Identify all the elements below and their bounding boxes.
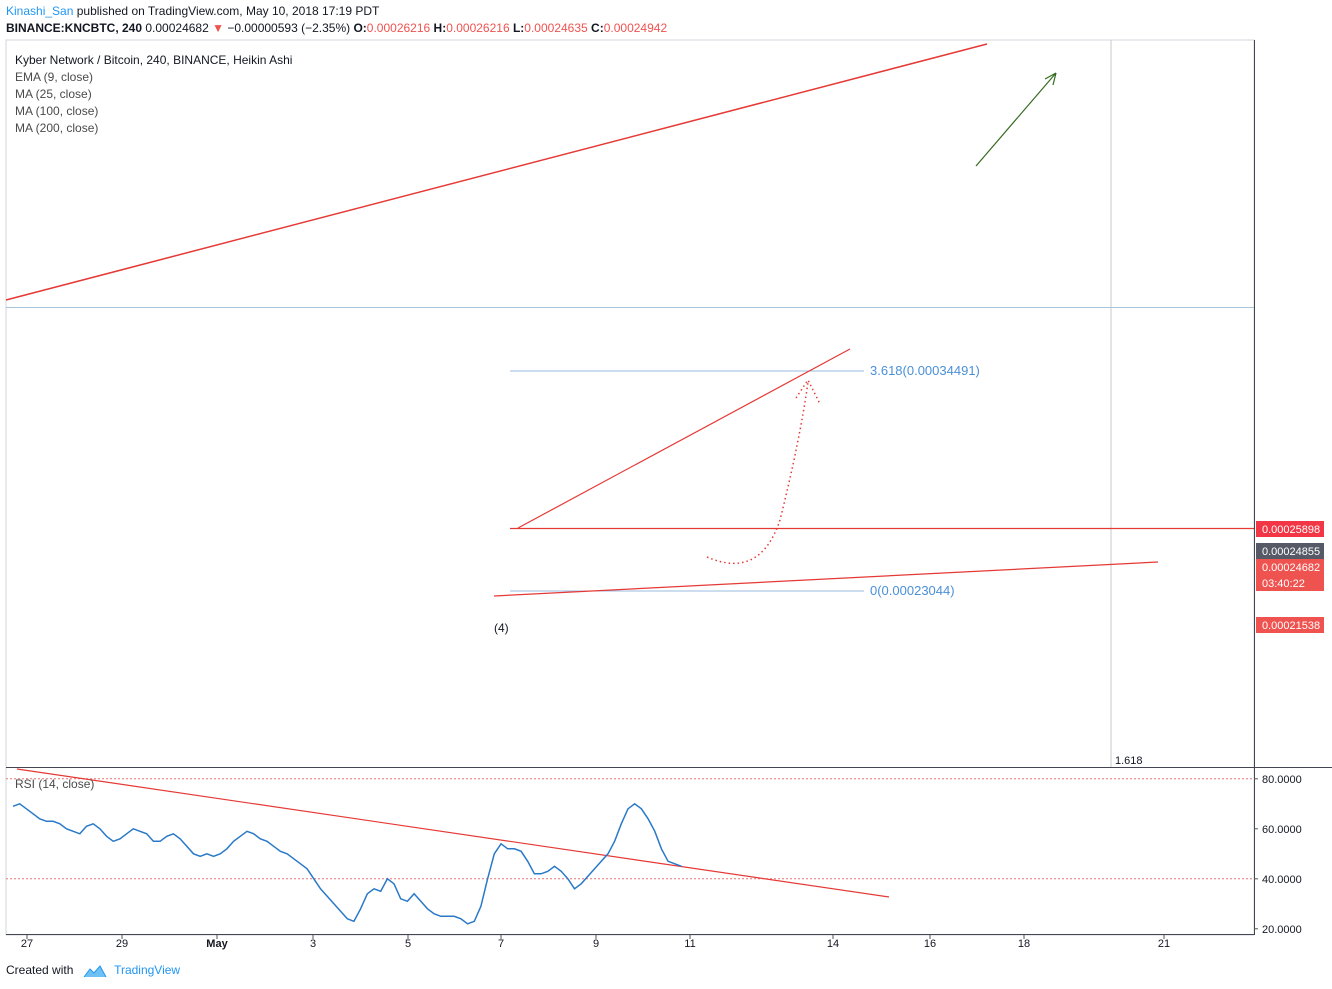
author-link[interactable]: Kinashi_San [6, 4, 74, 18]
low-label: L: [512, 21, 525, 35]
time-tick-label: 27 [21, 938, 33, 950]
rsi-line [12, 802, 682, 925]
legend-ma25[interactable]: MA (25, close) [15, 87, 92, 101]
green-arrow-line [975, 72, 1057, 167]
long-trendline [5, 43, 988, 301]
legend-ema9[interactable]: EMA (9, close) [15, 70, 94, 84]
footer: Created with TradingView [6, 963, 180, 978]
price-label-text: 0.00024855 [1262, 546, 1320, 558]
legend-ma100[interactable]: MA (100, close) [15, 104, 99, 118]
price-labels: 0.00025898 0.00024855 0.00024682 03:40:22 0.… [1256, 521, 1324, 633]
high-value: 0.00026216 [446, 21, 510, 35]
rsi-tick-label: 20.0000 [1262, 924, 1302, 936]
open-label: O: [353, 21, 367, 35]
fib-bottom-label: 0(0.00023044) [870, 583, 955, 598]
price-label-box [1256, 543, 1324, 559]
open-value: 0.00026216 [366, 21, 431, 35]
close-value: 0.00024942 [603, 21, 668, 35]
high-label: H: [433, 21, 447, 35]
time-tick-label: 16 [924, 938, 936, 950]
lower-channel-line [493, 561, 1159, 597]
price-label-box [1256, 617, 1324, 633]
price-label-text: 0.00025898 [1262, 524, 1320, 536]
low-value: 0.00024635 [524, 21, 588, 35]
rsi-levels [6, 778, 1254, 880]
time-tick-label: 9 [593, 938, 599, 950]
last-price: 0.00024682 [145, 21, 209, 35]
price-label-box [1256, 575, 1324, 591]
time-tick-label: 5 [405, 938, 411, 950]
drawings: 1.618 3.618(0.00034491) 0(0.00023044) (4) [5, 40, 1254, 767]
fib-side-label: 1.618 [1115, 755, 1143, 767]
plot-border [5, 39, 1255, 936]
rsi-tick-label: 40.0000 [1262, 874, 1302, 886]
upper-channel-line [517, 348, 851, 529]
time-tick-label: 21 [1158, 938, 1170, 950]
green-arrow-head-icon [1044, 72, 1057, 86]
time-tick-label: 7 [498, 938, 504, 950]
time-tick-label: 18 [1018, 938, 1030, 950]
publish-info: published on TradingView.com, May 10, 20… [76, 4, 380, 18]
rsi-tick-label: 60.0000 [1262, 824, 1302, 836]
rsi-trendline [16, 768, 890, 898]
wave-label: (4) [494, 621, 509, 635]
time-tick-label: 11 [684, 938, 695, 950]
fib-top-label: 3.618(0.00034491) [870, 363, 980, 378]
tradingview-link[interactable]: TradingView [114, 963, 181, 977]
publish-header: Kinashi_San published on TradingView.com… [6, 4, 379, 18]
legend-rsi[interactable]: RSI (14, close) [15, 777, 95, 791]
ohlc-header: BINANCE:KNCBTC, 240 0.00024682 ▼ −0.0000… [6, 21, 667, 35]
time-tick-label: 29 [116, 938, 128, 950]
price-label-box [1256, 521, 1324, 537]
rsi-pane [12, 768, 890, 925]
price-label-box [1256, 559, 1324, 575]
symbol-label: BINANCE:KNCBTC, 240 [6, 21, 143, 35]
close-label: C: [591, 21, 604, 35]
chart-canvas[interactable]: 0.000580000.000540000.000500000.00046000… [0, 0, 1332, 955]
price-label-text: 03:40:22 [1262, 578, 1305, 590]
time-tick-label: 3 [310, 938, 316, 950]
price-change: −0.00000593 (−2.35%) [227, 21, 351, 35]
price-label-text: 0.00024682 [1262, 562, 1320, 574]
projected-path [706, 381, 809, 565]
time-tick-label: May [206, 938, 228, 950]
axis-ticks: 0.000580000.000540000.000500000.00046000… [21, 577, 1302, 950]
rsi-tick-label: 80.0000 [1262, 774, 1302, 786]
created-with-label: Created with [6, 963, 74, 977]
down-arrow-icon: ▼ [212, 21, 224, 35]
tradingview-logo-icon [83, 964, 107, 978]
price-label-text: 0.00021538 [1262, 620, 1320, 632]
chart-title: Kyber Network / Bitcoin, 240, BINANCE, H… [15, 53, 293, 67]
time-tick-label: 14 [827, 938, 839, 950]
legend-ma200[interactable]: MA (200, close) [15, 121, 99, 135]
